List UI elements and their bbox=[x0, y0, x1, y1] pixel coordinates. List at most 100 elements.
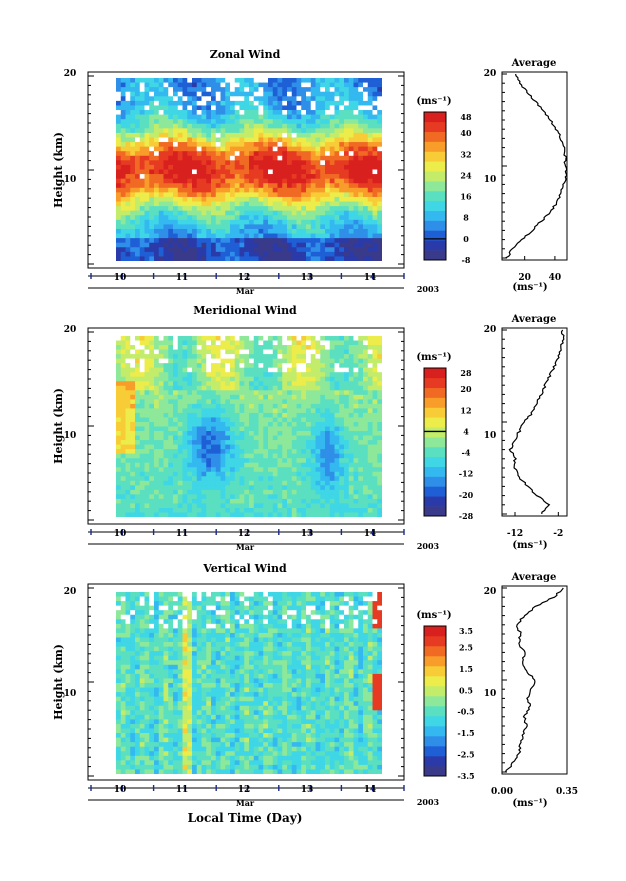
heatmap-cell bbox=[320, 408, 325, 413]
heatmap-cell bbox=[130, 341, 135, 346]
heatmap-cell bbox=[344, 597, 349, 602]
heatmap-cell bbox=[206, 592, 211, 597]
heatmap-cell bbox=[377, 179, 382, 184]
heatmap-cell bbox=[135, 445, 140, 450]
heatmap-cell bbox=[358, 224, 363, 229]
heatmap-cell bbox=[273, 183, 278, 188]
heatmap-cell bbox=[358, 427, 363, 432]
heatmap-cell bbox=[145, 78, 150, 83]
heatmap-cell bbox=[339, 83, 344, 88]
heatmap-cell bbox=[225, 485, 230, 490]
heatmap-cell bbox=[244, 229, 249, 234]
heatmap-cell bbox=[116, 174, 121, 179]
heatmap-cell bbox=[168, 481, 173, 486]
heatmap-cell bbox=[164, 165, 169, 170]
heatmap-cell bbox=[216, 170, 221, 175]
heatmap-cell bbox=[178, 485, 183, 490]
heatmap-cell bbox=[263, 606, 268, 611]
heatmap-cell bbox=[354, 151, 359, 156]
heatmap-cell bbox=[116, 137, 121, 142]
heatmap-cell bbox=[230, 105, 235, 110]
heatmap-cell bbox=[192, 110, 197, 115]
heatmap-cell bbox=[130, 234, 135, 239]
heatmap-cell bbox=[168, 179, 173, 184]
heatmap-cell bbox=[164, 234, 169, 239]
heatmap-cell bbox=[192, 151, 197, 156]
heatmap-cell bbox=[216, 256, 221, 261]
heatmap-cell bbox=[235, 174, 240, 179]
heatmap-cell bbox=[330, 592, 335, 597]
heatmap-cell bbox=[259, 115, 264, 120]
colorbar-segment bbox=[424, 122, 446, 132]
heatmap-cell bbox=[202, 597, 207, 602]
heatmap-cell bbox=[363, 156, 368, 161]
heatmap-cell bbox=[178, 124, 183, 129]
heatmap-cell bbox=[278, 368, 283, 373]
heatmap-cell bbox=[145, 463, 150, 468]
heatmap-cell bbox=[335, 512, 340, 517]
heatmap-cell bbox=[187, 445, 192, 450]
heatmap-cell bbox=[221, 381, 226, 386]
heatmap-cell bbox=[368, 179, 373, 184]
heatmap-cell bbox=[173, 238, 178, 243]
heatmap-cell bbox=[368, 192, 373, 197]
heatmap-cell bbox=[249, 377, 254, 382]
heatmap-cell bbox=[192, 458, 197, 463]
heatmap-cell bbox=[354, 490, 359, 495]
heatmap-cell bbox=[159, 105, 164, 110]
heatmap-cell bbox=[240, 395, 245, 400]
heatmap-cell bbox=[173, 197, 178, 202]
heatmap-cell bbox=[377, 156, 382, 161]
heatmap-cell bbox=[145, 381, 150, 386]
heatmap-cell bbox=[187, 490, 192, 495]
heatmap-cell bbox=[149, 481, 154, 486]
heatmap-cell bbox=[173, 363, 178, 368]
heatmap-cell bbox=[287, 467, 292, 472]
heatmap-cell bbox=[126, 494, 131, 499]
heatmap-cell bbox=[149, 499, 154, 504]
heatmap-cell bbox=[116, 341, 121, 346]
heatmap-cell bbox=[311, 115, 316, 120]
heatmap-cell bbox=[292, 440, 297, 445]
heatmap-cell bbox=[368, 87, 373, 92]
heatmap-cell bbox=[316, 220, 321, 225]
heatmap-cell bbox=[168, 454, 173, 459]
heatmap-cell bbox=[373, 165, 378, 170]
heatmap-cell bbox=[173, 124, 178, 129]
heatmap-cell bbox=[297, 372, 302, 377]
heatmap-cell bbox=[221, 417, 226, 422]
heatmap-cell bbox=[173, 147, 178, 152]
heatmap-cell bbox=[178, 512, 183, 517]
heatmap-cell bbox=[282, 96, 287, 101]
heatmap-cell bbox=[126, 408, 131, 413]
heatmap-cell bbox=[221, 601, 226, 606]
heatmap-cell bbox=[297, 458, 302, 463]
heatmap-cell bbox=[116, 243, 121, 248]
heatmap-cell bbox=[244, 206, 249, 211]
heatmap-cell bbox=[164, 408, 169, 413]
heatmap-cell bbox=[297, 359, 302, 364]
heatmap-cell bbox=[168, 220, 173, 225]
heatmap-cell bbox=[121, 243, 126, 248]
heatmap-cell bbox=[368, 404, 373, 409]
heatmap-cell bbox=[320, 467, 325, 472]
heatmap-cell bbox=[116, 381, 121, 386]
heatmap-cell bbox=[249, 211, 254, 216]
heatmap-cell bbox=[140, 463, 145, 468]
heatmap-cell bbox=[206, 234, 211, 239]
heatmap-cell bbox=[116, 252, 121, 257]
heatmap-cell bbox=[344, 87, 349, 92]
heatmap-cell bbox=[259, 92, 264, 97]
heatmap-cell bbox=[126, 467, 131, 472]
heatmap-cell bbox=[292, 92, 297, 97]
heatmap-cell bbox=[154, 78, 159, 83]
heatmap-cell bbox=[306, 445, 311, 450]
heatmap-cell bbox=[187, 247, 192, 252]
heatmap-cell bbox=[354, 440, 359, 445]
month-label: Mar bbox=[236, 542, 255, 552]
heatmap-cell bbox=[273, 215, 278, 220]
heatmap-cell bbox=[358, 354, 363, 359]
heatmap-cell bbox=[254, 220, 259, 225]
heatmap-cell bbox=[206, 508, 211, 513]
